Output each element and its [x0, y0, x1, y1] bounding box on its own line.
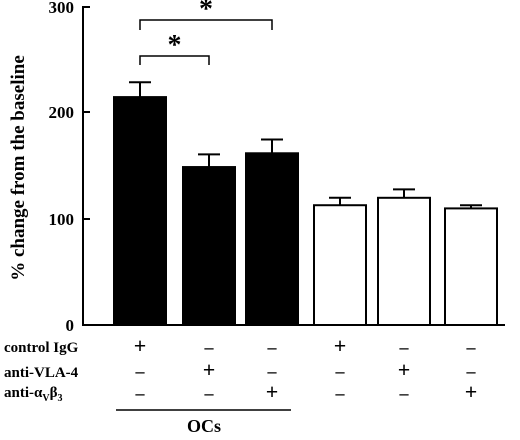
row-label-control-igg: control IgG	[4, 340, 79, 356]
sign-row1-col1: +	[134, 333, 147, 358]
row-label-anti-avb3-sub-v: V	[42, 393, 50, 404]
treatment-sign-grid: + – – + – –– + – – + –– – + – – +	[134, 333, 478, 404]
significance-brackets: **	[139, 0, 273, 65]
bar-3	[245, 152, 299, 326]
bar-4	[313, 204, 367, 326]
significance-bracket-2	[139, 19, 273, 30]
sign-row1-col3: –	[267, 337, 278, 357]
sign-row2-col4: –	[335, 361, 346, 381]
significance-bracket-1	[139, 55, 210, 65]
y-tick-label-100: 100	[49, 210, 75, 229]
bar-2	[182, 166, 236, 326]
bar-5	[377, 196, 431, 326]
bar-1	[113, 96, 167, 326]
sign-row3-col4: –	[335, 383, 346, 403]
significance-star-2: *	[199, 0, 213, 25]
row-label-anti-avb3-beta: β	[50, 385, 58, 401]
bar-series	[113, 81, 498, 326]
sign-row2-col5: +	[398, 357, 411, 382]
sign-row3-col5: –	[399, 383, 410, 403]
significance-star-1: *	[168, 30, 182, 61]
row-label-anti-avb3-prefix: anti-α	[4, 385, 43, 401]
sign-row1-col5: –	[399, 337, 410, 357]
sign-row2-col2: +	[203, 357, 216, 382]
y-axis-label: % change from the baseline	[8, 55, 29, 281]
bar-6	[444, 207, 498, 326]
sign-row3-col2: –	[204, 383, 215, 403]
y-tick-label-200: 200	[49, 103, 75, 122]
y-tick-label-0: 0	[66, 316, 75, 335]
group-label: OCs	[187, 416, 221, 436]
row-label-anti-vla-4: anti-VLA-4	[4, 365, 79, 381]
sign-row1-col4: +	[334, 333, 347, 358]
sign-row2-col6: –	[466, 361, 477, 381]
sign-row1-col6: –	[466, 337, 477, 357]
sign-row2-col3: –	[267, 361, 278, 381]
sign-row3-col1: –	[135, 383, 146, 403]
sign-row3-col3: +	[266, 379, 279, 404]
sign-row1-col2: –	[204, 337, 215, 357]
row-label-anti-avb3: anti-αVβ3	[4, 385, 63, 404]
sign-row2-col1: –	[135, 361, 146, 381]
sign-row3-col6: +	[465, 379, 478, 404]
row-label-anti-avb3-sub-3: 3	[58, 393, 63, 404]
y-tick-label-300: 300	[49, 0, 75, 17]
